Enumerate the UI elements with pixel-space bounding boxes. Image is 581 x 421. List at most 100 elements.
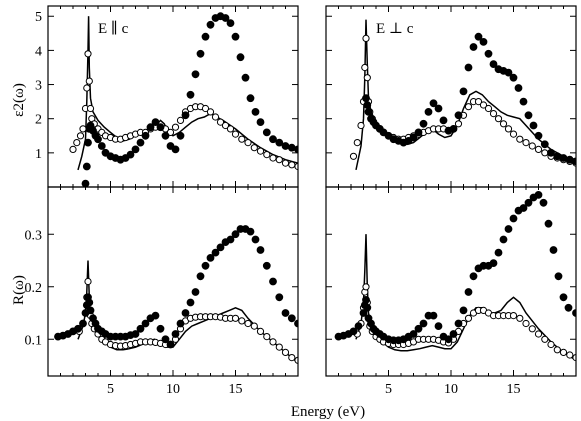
data-point-filled <box>434 104 443 113</box>
data-point-filled <box>166 340 175 349</box>
data-point-filled <box>559 154 568 162</box>
data-point-filled <box>549 246 558 254</box>
data-point-filled <box>171 145 180 154</box>
data-point-filled <box>151 311 160 320</box>
data-point-filled <box>281 309 290 317</box>
data-point-open <box>79 125 87 133</box>
data-point-open <box>349 152 358 160</box>
x-axis-label: Energy (eV) <box>291 404 365 420</box>
data-point-filled <box>409 330 418 338</box>
data-point-filled <box>81 179 90 187</box>
data-point-filled <box>359 309 368 317</box>
data-point-filled <box>414 324 423 333</box>
data-point-filled <box>469 272 478 281</box>
data-point-filled <box>349 327 358 336</box>
data-point-open <box>250 322 258 330</box>
data-point-open <box>256 147 265 155</box>
data-point-filled <box>409 133 418 142</box>
data-point-open <box>269 154 277 162</box>
data-point-filled <box>419 319 428 328</box>
data-point-open <box>553 346 561 354</box>
data-point-open <box>275 343 283 351</box>
data-point-filled <box>206 254 215 262</box>
data-point-open <box>534 145 543 153</box>
data-point-open <box>499 120 508 128</box>
data-point-filled <box>294 145 298 154</box>
data-point-filled <box>509 73 518 82</box>
data-point-open <box>206 108 215 116</box>
data-point-filled <box>459 306 468 315</box>
data-point-open <box>211 113 220 121</box>
x-tick-label: 5 <box>107 382 114 397</box>
data-point-filled <box>176 131 185 140</box>
data-point-filled <box>156 324 165 333</box>
data-point-open <box>541 149 549 157</box>
data-point-open <box>83 84 91 92</box>
data-point-filled <box>469 43 478 51</box>
data-point-filled <box>201 32 210 41</box>
data-point-filled <box>504 68 513 77</box>
x-tick-label: 15 <box>507 382 521 397</box>
data-point-filled <box>281 142 290 150</box>
data-point-filled <box>362 94 370 103</box>
data-point-open <box>534 330 543 338</box>
y-tick-label: 0.2 <box>25 281 43 296</box>
data-point-filled <box>539 198 548 207</box>
data-point-filled <box>82 162 91 171</box>
data-point-open <box>216 118 225 126</box>
series-line-calculated <box>355 234 576 361</box>
data-point-open <box>221 121 230 130</box>
data-point-filled <box>236 53 245 62</box>
data-point-open <box>357 121 365 130</box>
data-point-filled <box>186 298 195 307</box>
data-point-filled <box>362 296 370 304</box>
y-tick-label: 0.1 <box>25 333 43 348</box>
data-point-open <box>361 63 369 72</box>
data-point-filled <box>131 145 140 154</box>
data-point-filled <box>201 261 210 270</box>
data-point-filled <box>459 87 468 96</box>
data-point-filled <box>464 63 473 72</box>
x-tick-label: 10 <box>166 382 180 397</box>
data-point-filled <box>547 148 555 157</box>
data-point-filled <box>141 131 150 140</box>
data-point-filled <box>231 32 240 41</box>
data-point-filled <box>554 272 563 281</box>
data-point-filled <box>414 128 423 137</box>
data-point-open <box>238 317 246 325</box>
data-point-open <box>269 338 277 346</box>
x-tick-label: 15 <box>229 382 243 397</box>
data-point-open <box>263 333 271 341</box>
plot-area <box>349 19 576 171</box>
data-point-open <box>559 348 568 356</box>
data-point-filled <box>544 219 553 228</box>
data-point-open <box>454 120 463 128</box>
data-point-open <box>288 354 296 362</box>
data-point-open <box>238 135 246 143</box>
y-tick-label: 0.3 <box>25 228 43 243</box>
data-point-open <box>479 101 488 109</box>
data-point-open <box>256 327 265 335</box>
data-point-filled <box>524 111 533 120</box>
panel-eps2-perpendicular: E ⊥ c <box>325 5 577 188</box>
data-point-filled <box>294 319 298 328</box>
data-point-filled <box>246 94 255 103</box>
data-point-filled <box>262 261 271 270</box>
data-point-filled <box>429 99 438 108</box>
data-point-open <box>362 283 370 291</box>
data-point-filled <box>504 225 513 233</box>
y-tick-label: 2 <box>35 113 42 128</box>
data-point-open <box>504 125 513 133</box>
data-point-open <box>201 104 210 113</box>
data-point-filled <box>226 235 235 244</box>
data-point-filled <box>444 335 453 344</box>
data-point-open <box>363 74 371 82</box>
data-point-open <box>362 34 370 43</box>
data-point-open <box>566 351 574 359</box>
data-point-filled <box>161 131 170 140</box>
data-point-filled <box>354 322 363 331</box>
data-point-filled <box>79 319 87 328</box>
data-point-open <box>176 116 185 125</box>
data-point-open <box>464 314 473 322</box>
data-point-filled <box>363 303 372 312</box>
